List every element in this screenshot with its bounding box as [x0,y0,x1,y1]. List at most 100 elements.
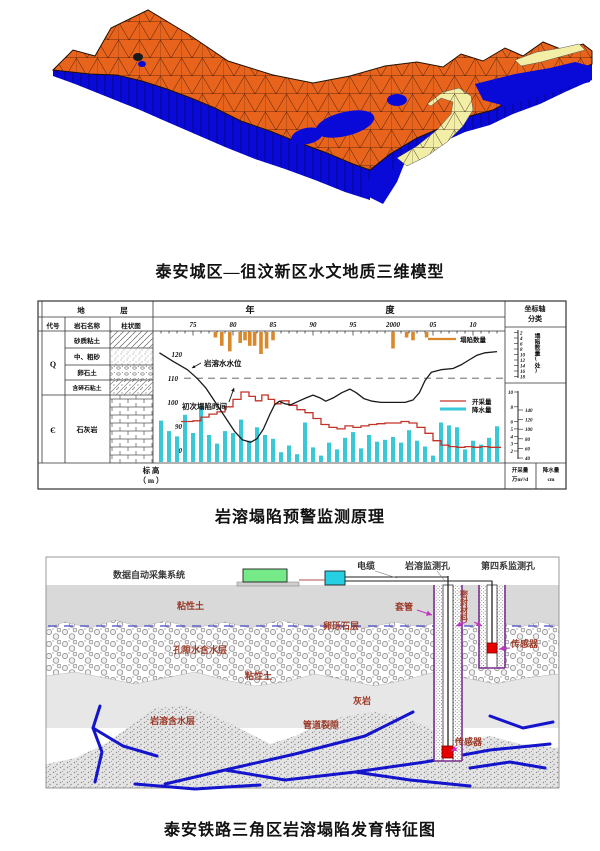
year-axis-title: 年 [245,304,254,315]
svg-text:85: 85 [270,321,278,329]
label-clay-top: 粘性土 [176,600,204,611]
label-system: 数据自动采集系统 [113,569,185,580]
svg-text:6: 6 [511,421,514,426]
data-acquisition-devices [236,568,493,587]
label-sensor-upper: 传感器 [510,638,539,649]
svg-text:80: 80 [230,321,238,329]
label-cable: 电缆 [357,560,375,571]
model-blue-patches [133,53,590,145]
cable-line [345,576,449,585]
label-sensor-lower: 传感器 [454,736,483,747]
hydrogeology-3d-model [51,9,593,204]
svg-text:2: 2 [519,332,523,337]
svg-text:100: 100 [525,428,533,433]
quaternary-monitoring-borehole [478,581,506,669]
label-quaternary-hole: 第四系监测孔 [481,560,535,571]
svg-text:10: 10 [508,391,514,396]
logger-unit [242,568,288,583]
svg-text:16: 16 [520,370,526,375]
rock-name: 中、粗砂 [74,352,101,361]
chart-annotations: 岩溶水水位 初次塌陷时间 [182,358,242,411]
legend-mining: 开采量 [472,397,492,406]
figure3-caption: 泰安铁路三角区岩溶塌陷发育特征图 [163,822,436,839]
label-arrows [416,609,511,752]
svg-text:60: 60 [525,447,531,452]
model-yellow-bands [396,43,586,167]
svg-text:8: 8 [520,348,523,353]
rock-name: 卵石土 [77,368,97,377]
label-casing: 套管 [395,601,413,612]
axis-panel: 坐标轴 分类 2 4 6 8 10 12 14 16 18 塌陷数量(处) 10… [508,304,560,483]
figure2-caption: 岩溶塌陷预警监测原理 [214,509,385,526]
karst-cross-section: 数据自动采集系统 电缆 岩溶监测孔 第四系监测孔 粘性土 孔隙水含水层 卵砾石层… [45,556,560,791]
sensor-shallow [486,642,498,654]
year-axis-title2: 度 [385,304,395,315]
svg-text:4: 4 [519,337,523,342]
cable-line [345,580,493,585]
svg-text:3: 3 [510,443,514,448]
svg-text:90: 90 [310,321,318,329]
svg-text:90: 90 [175,423,183,431]
collapse-scale-label: 塌陷数量(处) [533,332,541,374]
collapse-scale: 2 4 6 8 10 12 14 16 18 [514,332,526,381]
x-tick-labels: 75 80 85 90 95 2000 05 10 [190,321,478,329]
svg-text:110: 110 [168,375,179,383]
strata-column-patterns [110,331,153,463]
svg-text:75: 75 [190,321,198,329]
axis-panel-title2: 分类 [528,314,543,323]
col-column: 柱状图 [121,321,141,330]
svg-text:降水量: 降水量 [543,466,560,474]
label-limestone: 灰岩 [353,695,371,706]
chart-legend: 塌陷数量 开采量 降水量 [428,335,492,414]
label-pore-aquifer: 孔隙水含水层 [173,644,227,655]
svg-text:10: 10 [520,354,526,359]
svg-text:140: 140 [525,409,533,414]
label-conduit-fissure: 管道裂隙 [303,719,339,730]
strata-header2: 层 [120,306,128,315]
label-sealing: 密封材料 [460,589,469,623]
mining-scale: 10 8 6 5 4 3 2 [508,391,518,455]
label-karst-hole: 岩溶监测孔 [404,560,450,571]
rain-scale: 140 120 100 80 60 40 [518,409,533,462]
svg-text:100: 100 [168,399,179,407]
svg-text:2: 2 [510,450,514,455]
svg-text:12: 12 [520,359,526,364]
label-karst-aquifer: 岩溶含水层 [149,715,195,726]
svg-text:10: 10 [470,321,478,329]
legend-rain: 降水量 [472,405,492,414]
chart-series [159,331,501,462]
col-code: 代号 [46,321,61,330]
svg-text:120: 120 [172,351,183,359]
figure1-caption: 泰安城区—徂汶新区水文地质三维模型 [155,264,445,281]
water-level-annotation: 岩溶水水位 [203,358,242,368]
elev-footer: 标 高 [142,465,160,475]
svg-text:18: 18 [520,376,526,381]
karst-monitoring-chart: 地 层 代号 岩石名称 柱状图 Q Є 砂质粘土 中、粗砂 卵石土 含碎石粘土 … [37,300,567,490]
rock-name: 砂质粘土 [74,336,101,345]
sensor-deep [441,745,454,759]
svg-text:8: 8 [511,406,514,411]
elev-footer-unit: （ m ） [139,475,164,485]
svg-text:80: 80 [525,438,531,443]
svg-text:cm: cm [547,477,554,483]
transmitter-unit [324,570,346,586]
first-collapse-annotation: 初次塌陷时间 [182,401,227,411]
rock-name: 含碎石粘土 [73,384,102,392]
karst-monitoring-borehole [433,576,463,762]
svg-text:4: 4 [510,435,514,440]
svg-text:40: 40 [524,457,531,462]
label-gravel-layer: 卵砾石层 [323,620,359,631]
svg-text:95: 95 [350,321,358,329]
model-top-surface [51,9,593,171]
legend-collapse: 塌陷数量 [460,335,487,344]
karst-conduits [91,704,555,791]
svg-text:6: 6 [520,343,523,348]
axis-panel-title: 坐标轴 [525,304,546,313]
strata-header: 地 [77,305,85,315]
geologic-layers [46,585,559,788]
svg-text:开采量: 开采量 [512,466,529,474]
svg-text:2000: 2000 [385,321,401,329]
svg-text:5: 5 [511,428,514,433]
col-rock: 岩石名称 [73,321,101,330]
